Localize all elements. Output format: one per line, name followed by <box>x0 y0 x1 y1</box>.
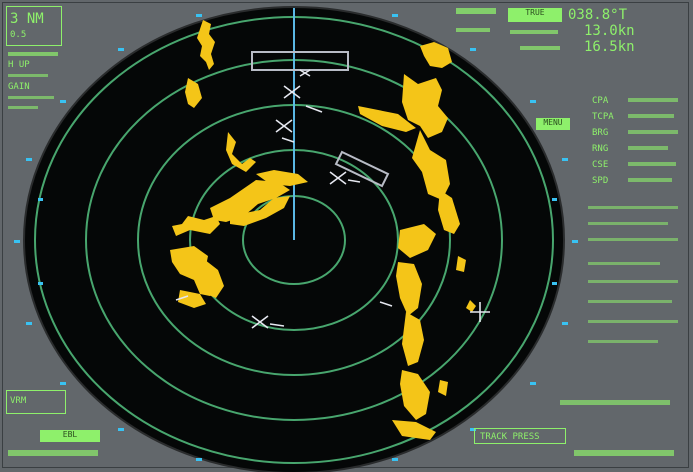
heading-value: 038.8°T <box>568 7 628 23</box>
course-value: 13.0kn <box>584 23 635 39</box>
target-vector-icon <box>329 171 361 185</box>
right-panel-bar-9 <box>628 178 672 182</box>
range-label: 3 NM <box>10 11 44 27</box>
readout-spd: SPD <box>592 176 609 186</box>
readout-cse: CSE <box>592 160 609 170</box>
readout-tcpa: TCPA <box>592 112 614 122</box>
echo-right-coast <box>358 42 476 440</box>
right-panel-bar-5 <box>628 114 674 118</box>
target-vector-icon <box>251 315 285 329</box>
vrm-box[interactable] <box>6 390 66 414</box>
menu-button[interactable]: MENU <box>536 118 570 130</box>
ebl-button[interactable]: EBL <box>40 430 100 442</box>
right-panel-bar-4 <box>628 98 678 102</box>
ebl-line <box>379 301 393 307</box>
target-vector-icon <box>299 69 311 77</box>
right-panel-bar-3 <box>520 46 560 50</box>
alarm-label: TRACK PRESS <box>480 432 540 442</box>
right-panel-bar-6 <box>628 130 678 134</box>
left-panel-bar-4 <box>8 106 38 109</box>
bottom-right-bar-1 <box>560 400 670 405</box>
target-vector-icon <box>275 119 295 143</box>
ebl-cross-icon <box>470 302 490 322</box>
readout-brg: BRG <box>592 128 609 138</box>
bottom-right-bar-2 <box>574 450 674 456</box>
right-panel-bar-10 <box>588 206 678 209</box>
rings-label: 0.5 <box>10 30 27 40</box>
right-panel-bar-1 <box>456 28 490 32</box>
left-bottom-bar <box>8 450 98 456</box>
right-panel-bar-8 <box>628 162 676 166</box>
guard-zone <box>251 51 390 188</box>
mode-label[interactable]: H UP <box>8 60 30 70</box>
readout-rng: RNG <box>592 144 609 154</box>
range-box[interactable] <box>6 6 62 46</box>
right-panel-bar-11 <box>588 222 668 225</box>
echo-left-coast <box>170 20 308 308</box>
right-panel-bar-7 <box>628 146 668 150</box>
mode-button[interactable]: TRUE <box>508 8 562 22</box>
target-symbols <box>175 69 490 329</box>
right-panel-bar-12 <box>588 238 678 241</box>
left-panel-bar-1 <box>8 52 58 56</box>
right-panel-bar-14 <box>588 280 678 283</box>
gain-label[interactable]: GAIN <box>8 82 30 92</box>
right-panel-bar-top <box>456 8 496 14</box>
bearing-scale <box>14 14 578 461</box>
right-panel-bar-13 <box>588 262 660 265</box>
vrm-mark <box>175 295 189 301</box>
speed-value: 16.5kn <box>584 39 635 55</box>
right-panel-bar-15 <box>588 300 672 303</box>
right-panel-bar-16 <box>588 320 678 323</box>
readout-cpa: CPA <box>592 96 609 106</box>
vrm-label: VRM <box>10 396 27 406</box>
left-panel-bar-2 <box>8 74 48 77</box>
alarm-box[interactable] <box>474 428 566 444</box>
right-panel-bar-2 <box>510 30 558 34</box>
left-panel-bar-3 <box>8 96 54 99</box>
target-vector-icon <box>283 85 323 113</box>
right-panel-bar-17 <box>588 340 658 343</box>
